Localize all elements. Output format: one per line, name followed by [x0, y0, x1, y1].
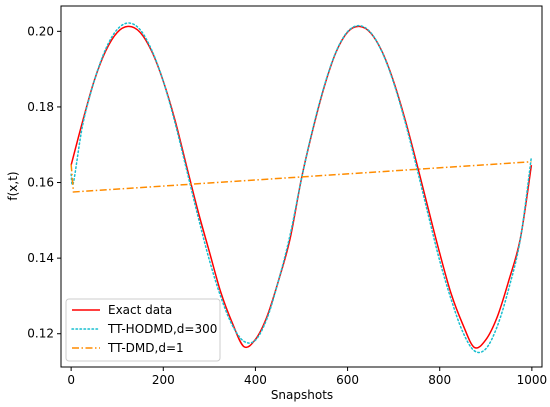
legend: Exact data TT-HODMD,d=300 TT-DMD,d=1 [65, 298, 221, 362]
y-tick-label: 0.16 [27, 176, 54, 190]
x-tick-label: 800 [428, 373, 451, 387]
y-tick-label: 0.14 [27, 251, 54, 265]
legend-label-3: TT-DMD,d=1 [107, 341, 184, 355]
y-axis: 0.12 0.14 0.16 0.18 0.20 [27, 24, 61, 341]
y-tick-label: 0.20 [27, 24, 54, 38]
series-line-2 [70, 22, 533, 354]
y-axis-label: f(x,t) [6, 171, 20, 200]
x-tick-label: 200 [152, 373, 175, 387]
x-tick-label: 1000 [517, 373, 548, 387]
x-tick-label: 400 [244, 373, 267, 387]
series-line-3 [70, 160, 532, 193]
legend-label-2: TT-HODMD,d=300 [107, 322, 217, 336]
legend-box [65, 298, 221, 362]
legend-label-1: Exact data [108, 303, 172, 317]
y-tick-label: 0.12 [27, 327, 54, 341]
x-tick-label: 600 [336, 373, 359, 387]
x-axis-label: Snapshots [271, 388, 333, 402]
x-tick-label: 0 [67, 373, 75, 387]
series-layer [70, 22, 533, 354]
x-axis: 0 200 400 600 800 1000 [67, 367, 547, 387]
plot-frame [60, 5, 543, 368]
y-tick-label: 0.18 [27, 100, 54, 114]
